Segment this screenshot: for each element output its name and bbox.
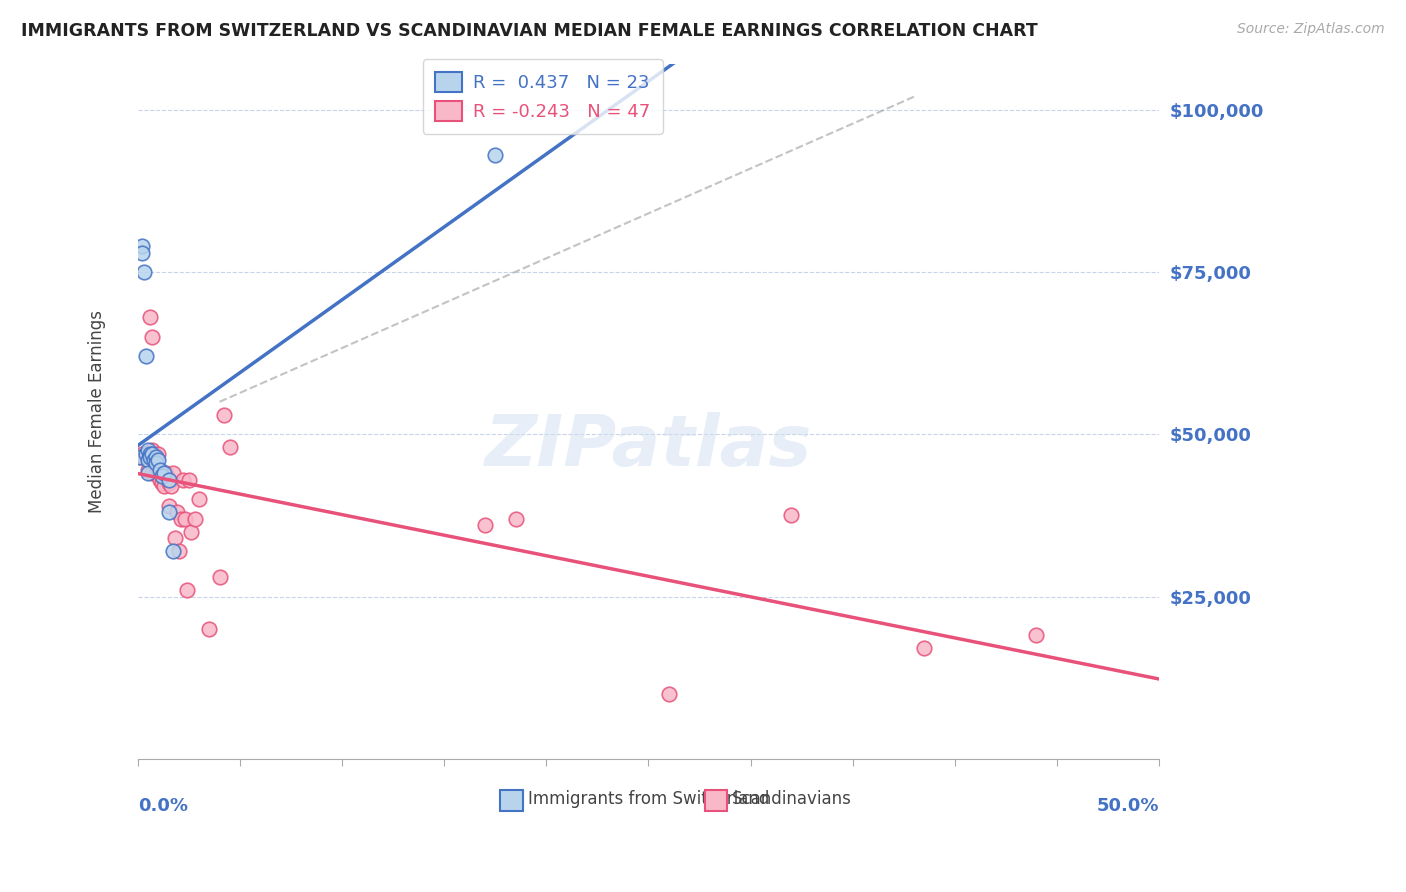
Point [218, 440, 240, 454]
Point [148, 463, 170, 477]
Point [184, 511, 207, 525]
Legend: R =  0.437   N = 23, R = -0.243   N = 47: R = 0.437 N = 23, R = -0.243 N = 47 [423, 60, 664, 134]
Text: Scandinavians: Scandinavians [733, 790, 852, 808]
Point [188, 492, 211, 507]
Point [139, 447, 162, 461]
Point [136, 466, 159, 480]
Point [157, 475, 180, 490]
Point [131, 447, 153, 461]
Point [135, 350, 157, 364]
Point [912, 641, 935, 656]
Text: 50.0%: 50.0% [1097, 797, 1159, 815]
Point [157, 499, 180, 513]
Point [143, 447, 166, 461]
Point [208, 570, 231, 584]
Text: ZIPatlas: ZIPatlas [485, 412, 813, 481]
Point [167, 544, 190, 558]
Text: 0.0%: 0.0% [138, 797, 188, 815]
Point [474, 518, 496, 533]
Point [150, 469, 173, 483]
Point [148, 447, 170, 461]
Point [155, 466, 177, 480]
Point [135, 447, 157, 461]
Point [145, 466, 167, 480]
Point [141, 466, 163, 480]
Point [166, 505, 188, 519]
Point [141, 447, 163, 461]
Point [658, 687, 681, 701]
Point [139, 447, 162, 461]
Point [139, 310, 162, 325]
Point [157, 505, 180, 519]
Point [212, 408, 235, 422]
Point [145, 450, 167, 464]
Point [177, 473, 200, 487]
Point [136, 463, 159, 477]
Point [139, 450, 162, 464]
Point [141, 330, 163, 344]
Point [505, 511, 527, 525]
Point [159, 479, 181, 493]
Point [129, 450, 152, 464]
Point [129, 450, 152, 464]
Point [141, 443, 163, 458]
Text: IMMIGRANTS FROM SWITZERLAND VS SCANDINAVIAN MEDIAN FEMALE EARNINGS CORRELATION C: IMMIGRANTS FROM SWITZERLAND VS SCANDINAV… [21, 22, 1038, 40]
Point [153, 479, 176, 493]
Point [484, 148, 506, 162]
Point [173, 511, 195, 525]
Text: Source: ZipAtlas.com: Source: ZipAtlas.com [1237, 22, 1385, 37]
Point [149, 469, 172, 483]
Point [143, 457, 166, 471]
Point [780, 508, 803, 523]
Point [132, 450, 155, 464]
Point [150, 475, 173, 490]
Point [136, 443, 159, 458]
Point [145, 457, 167, 471]
Point [162, 466, 184, 480]
Point [176, 582, 198, 597]
Point [149, 463, 172, 477]
Point [145, 453, 167, 467]
Text: Immigrants from Switzerland: Immigrants from Switzerland [527, 790, 769, 808]
Text: Median Female Earnings: Median Female Earnings [89, 310, 105, 513]
Point [135, 447, 157, 461]
Point [162, 544, 184, 558]
Point [136, 453, 159, 467]
FancyBboxPatch shape [704, 790, 727, 811]
Point [1025, 628, 1047, 642]
Point [170, 511, 193, 525]
Point [180, 524, 202, 539]
Point [132, 265, 155, 279]
Point [143, 453, 166, 467]
Point [131, 245, 153, 260]
Point [163, 531, 186, 545]
Point [149, 473, 172, 487]
Point [136, 453, 159, 467]
Point [131, 239, 153, 253]
Point [153, 466, 176, 480]
Point [172, 473, 194, 487]
FancyBboxPatch shape [501, 790, 523, 811]
Point [157, 473, 180, 487]
Point [198, 622, 221, 636]
Point [148, 453, 170, 467]
